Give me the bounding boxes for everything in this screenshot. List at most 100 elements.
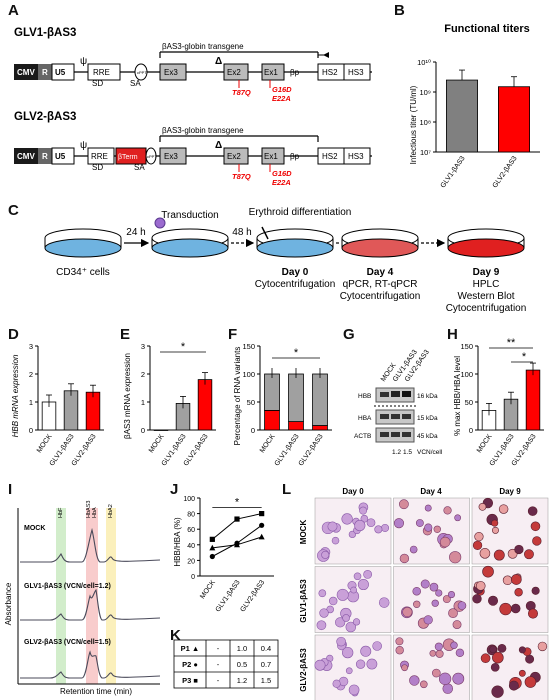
- stained-cell: [431, 668, 441, 678]
- stained-cell: [342, 646, 354, 659]
- hbbhba-xtick-label: MOCK: [476, 433, 494, 454]
- hbf-window: [56, 508, 66, 684]
- stained-cell: [454, 514, 462, 522]
- blot-actb-band-glv2: [402, 432, 411, 437]
- hbb-ytick-label: 1: [29, 398, 33, 407]
- bas3-ytick-label: 2: [141, 370, 145, 379]
- stained-cell: [450, 641, 458, 649]
- panel-a-ltr-ends: [370, 0, 392, 200]
- micrograph-r0-c1: [393, 497, 470, 565]
- trace-glv1: [20, 588, 161, 621]
- stained-cell: [401, 664, 408, 672]
- panel-f-rna-variants-chart: Percentage of RNA variants 0 50 100 150 MOCK…: [233, 342, 332, 467]
- table-cell: -: [217, 676, 220, 685]
- stained-cell: [423, 615, 433, 625]
- stained-cell: [472, 594, 482, 604]
- vector1-r: [38, 64, 52, 80]
- hbb-y-axis-label: HBB mRNA expression: [11, 354, 20, 437]
- stained-cell: [372, 641, 382, 651]
- panel-h-hbb-hba-chart: % max HBB/HBA level 050100150MOCKGLV1-βA…: [453, 337, 544, 467]
- col-day9: Day 9: [499, 487, 521, 496]
- dish-day9: [447, 228, 525, 258]
- line-y-axis-label: HBB/HBA (%): [173, 517, 182, 567]
- vector2-transgene-label: βAS3-globin transgene: [162, 126, 244, 135]
- vector2-seg-cmv: CMV: [17, 152, 35, 161]
- vector2-sa: SA: [134, 163, 145, 172]
- hplc-x-axis-label: Retention time (min): [60, 687, 132, 696]
- vector1-ex3: [159, 63, 187, 81]
- line-point-square: [209, 536, 215, 542]
- vector2-title: GLV2-βAS3: [14, 111, 76, 123]
- hbbhba-ytick-label: 150: [460, 342, 473, 351]
- trace-mock: [20, 527, 161, 563]
- stained-cell: [530, 521, 541, 532]
- line-point-circle: [234, 540, 240, 546]
- band-hbb-size: 16 kDa: [417, 393, 438, 400]
- titer-ytick-label: 10¹⁰: [417, 58, 431, 67]
- stained-cell: [532, 536, 542, 546]
- line-point-square: [234, 516, 240, 522]
- stained-cell: [452, 672, 465, 685]
- dish-day4: [341, 228, 419, 258]
- stained-cell: [537, 641, 548, 652]
- stained-cell: [492, 651, 504, 664]
- line-point-circle: [209, 553, 215, 560]
- stained-cell: [518, 669, 526, 677]
- vector1-mut-t87q: T87Q: [232, 88, 251, 97]
- virus-icon: [154, 217, 166, 229]
- hbb-xtick-label: MOCK: [36, 433, 54, 454]
- dish-cd34: [44, 228, 122, 258]
- panel-letter-b: B: [394, 2, 405, 19]
- vector2-seg-hs3: HS3: [348, 152, 364, 161]
- titer-bar: [446, 79, 479, 153]
- variants-ytick-label: 50: [247, 398, 255, 407]
- vector1-cppt-1: [134, 63, 148, 81]
- blot-actb-band-mock: [380, 432, 389, 437]
- bas3-bar: [197, 379, 213, 431]
- stained-cell: [335, 617, 346, 628]
- vector2-transgene-bracket: βAS3-globin transgene: [159, 126, 319, 142]
- titer-xtick-label: GLV2-βAS3: [492, 155, 519, 189]
- stained-cell: [424, 504, 432, 512]
- peak-hba: HbA: [92, 507, 98, 518]
- table-cell: -: [217, 644, 220, 653]
- line-sig-star: *: [235, 496, 240, 508]
- table-cell: 1.2: [237, 676, 247, 685]
- table-row-label: P3 ■: [182, 676, 198, 685]
- blot-hbb-band-glv1: [391, 391, 400, 397]
- blot-hbb-band-glv2: [402, 391, 411, 397]
- bas3-sig-star: *: [181, 341, 186, 353]
- stained-cell: [415, 519, 424, 527]
- panel-letter-l: L: [282, 481, 292, 498]
- micrograph-r2-c2: [471, 634, 549, 700]
- vector1-psi: ψ: [80, 56, 87, 67]
- variants-y-axis-label: Percentage of RNA variants: [233, 347, 242, 446]
- bas3-ytick-label: 1: [141, 398, 145, 407]
- table-cell: 1.0: [237, 644, 247, 653]
- label-day9-desc3: Cytocentrifugation: [446, 303, 527, 314]
- line-point-square: [259, 511, 265, 517]
- vector1-rre: [87, 63, 121, 81]
- stained-cell: [480, 653, 491, 664]
- vector2-cmv: [14, 148, 38, 164]
- vector2-cppt-1: [145, 147, 157, 165]
- stained-cell: [431, 599, 439, 607]
- stained-cell: [360, 645, 372, 657]
- stained-cell: [336, 636, 346, 647]
- vector1-seg-cppt1: cPPT: [137, 70, 147, 75]
- stained-cell: [393, 518, 405, 529]
- stained-cell: [531, 586, 540, 595]
- vector2-seg-bterm: βTerm: [118, 154, 138, 161]
- variants-bar-seg: [288, 421, 304, 431]
- row-glv2: GLV2-βAS3: [299, 648, 308, 692]
- stained-cell: [527, 608, 539, 619]
- titer-chart-title: Functional titers: [444, 23, 530, 35]
- micrograph-r1-c1: [393, 566, 470, 633]
- panel-b-titer-chart: Functional titers Infectious titer (TU/m…: [409, 23, 540, 189]
- stained-cell: [488, 595, 499, 606]
- table-cell: 0.7: [261, 660, 271, 669]
- variants-bar-seg: [264, 373, 280, 411]
- trace-label-glv2: GLV2-βAS3 (VCN/cell=1.5): [24, 639, 111, 646]
- stained-cell: [318, 589, 327, 598]
- stained-cell: [472, 540, 483, 551]
